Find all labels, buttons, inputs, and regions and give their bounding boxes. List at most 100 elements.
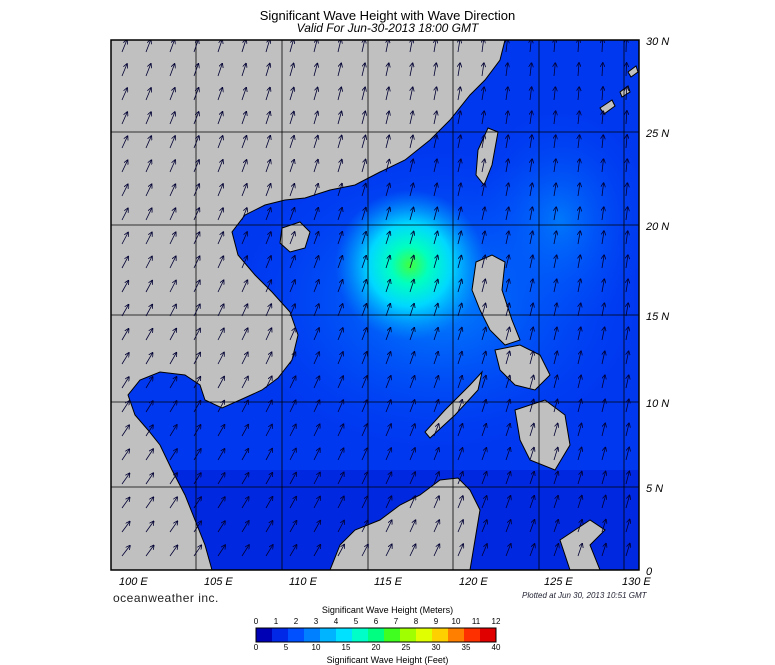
wave-arrow <box>481 544 487 557</box>
feet-tick-label: 25 <box>401 643 411 652</box>
wave-arrow <box>169 64 175 77</box>
wave-arrow <box>626 279 628 293</box>
wave-arrow <box>193 353 200 365</box>
wave-arrow <box>265 136 270 149</box>
colorbar-title-feet: Significant Wave Height (Feet) <box>326 655 449 665</box>
wave-arrow <box>385 544 392 557</box>
wave-arrow <box>505 255 509 269</box>
wave-arrow <box>529 400 534 413</box>
meters-tick-label: 10 <box>451 617 461 626</box>
wave-arrow <box>506 63 508 77</box>
wave-arrow <box>265 376 272 389</box>
wave-arrow <box>385 256 390 269</box>
wave-arrow <box>553 303 557 317</box>
wave-arrow <box>433 328 438 341</box>
colorbar-segment <box>352 628 369 642</box>
wave-arrow <box>529 327 533 341</box>
wave-arrow <box>121 449 129 461</box>
wave-arrow <box>577 496 582 509</box>
colorbar-segment <box>304 628 321 642</box>
wave-arrow <box>361 352 367 365</box>
wave-arrow <box>193 425 201 437</box>
wave-arrow <box>457 448 463 461</box>
wave-arrow <box>145 232 152 245</box>
wave-arrow <box>577 520 582 533</box>
wave-arrow <box>505 328 510 341</box>
wave-arrow <box>241 136 247 149</box>
wave-arrow <box>506 135 508 149</box>
wave-arrow <box>313 424 320 437</box>
wave-arrow <box>193 88 199 101</box>
wave-arrow <box>433 280 438 293</box>
wave-arrow <box>361 184 366 197</box>
colorbar-segment <box>368 628 385 642</box>
wave-arrow <box>482 183 485 197</box>
lat-label: 20 N <box>646 221 670 233</box>
lon-label: 115 E <box>374 576 402 588</box>
wave-arrow <box>337 63 341 77</box>
wave-arrow <box>217 232 223 245</box>
wave-arrow <box>578 183 580 197</box>
wave-arrow <box>241 377 248 389</box>
wave-arrow <box>602 87 603 101</box>
wave-arrow <box>385 87 389 101</box>
wave-arrow <box>481 520 487 533</box>
wave-arrow <box>289 545 297 557</box>
lat-label: 25 N <box>646 128 670 140</box>
wave-arrow <box>433 472 439 485</box>
wave-arrow <box>217 521 225 533</box>
wave-arrow <box>554 111 556 125</box>
wave-arrow <box>241 280 247 293</box>
wave-arrow <box>409 472 415 485</box>
wave-arrow <box>169 521 177 533</box>
wave-arrow <box>145 257 152 269</box>
wave-arrow <box>241 425 248 437</box>
wave-arrow <box>505 303 509 317</box>
wave-arrow <box>337 424 344 437</box>
wave-arrow <box>385 111 389 125</box>
meters-tick-label: 8 <box>413 617 419 626</box>
wave-arrow <box>241 473 249 485</box>
wave-arrow <box>169 136 175 149</box>
wave-arrow <box>289 497 296 509</box>
wave-arrow <box>337 545 344 557</box>
wave-arrow <box>458 159 461 173</box>
plotted-timestamp: Plotted at Jun 30, 2013 10:51 GMT <box>522 591 647 600</box>
wave-arrow <box>385 448 391 461</box>
wave-arrow <box>602 40 603 53</box>
lat-label: 30 N <box>646 36 670 48</box>
wave-arrow <box>433 496 439 509</box>
wave-arrow <box>217 377 224 389</box>
wave-arrow <box>457 424 463 437</box>
wave-arrow <box>337 400 343 413</box>
wave-arrow <box>577 424 582 437</box>
wave-arrow <box>337 328 343 341</box>
colorbar-segment <box>288 628 305 642</box>
wave-arrow <box>169 425 177 437</box>
wave-arrow <box>289 160 294 173</box>
wave-arrow <box>505 544 511 557</box>
wave-arrow <box>409 111 413 125</box>
wave-arrow <box>121 184 128 197</box>
lon-label: 125 E <box>544 576 573 588</box>
wave-arrow <box>265 208 271 221</box>
wave-arrow <box>601 544 606 557</box>
wave-arrow <box>505 472 510 485</box>
wave-arrow <box>529 424 534 437</box>
wave-arrow <box>313 112 318 125</box>
wave-arrow <box>337 521 344 533</box>
meters-tick-label: 12 <box>491 617 501 626</box>
wave-arrow <box>578 327 581 341</box>
wave-arrow <box>626 135 627 149</box>
wave-arrow <box>385 232 390 245</box>
wave-arrow <box>505 448 510 461</box>
wave-arrow <box>409 520 416 533</box>
wave-arrow <box>578 279 581 293</box>
wave-arrow <box>289 136 294 149</box>
wave-arrow <box>145 353 153 365</box>
wave-arrow <box>409 544 416 557</box>
wave-arrow <box>265 40 270 53</box>
wave-arrow <box>337 112 342 125</box>
wave-arrow <box>289 521 297 533</box>
wave-arrow <box>289 232 295 245</box>
